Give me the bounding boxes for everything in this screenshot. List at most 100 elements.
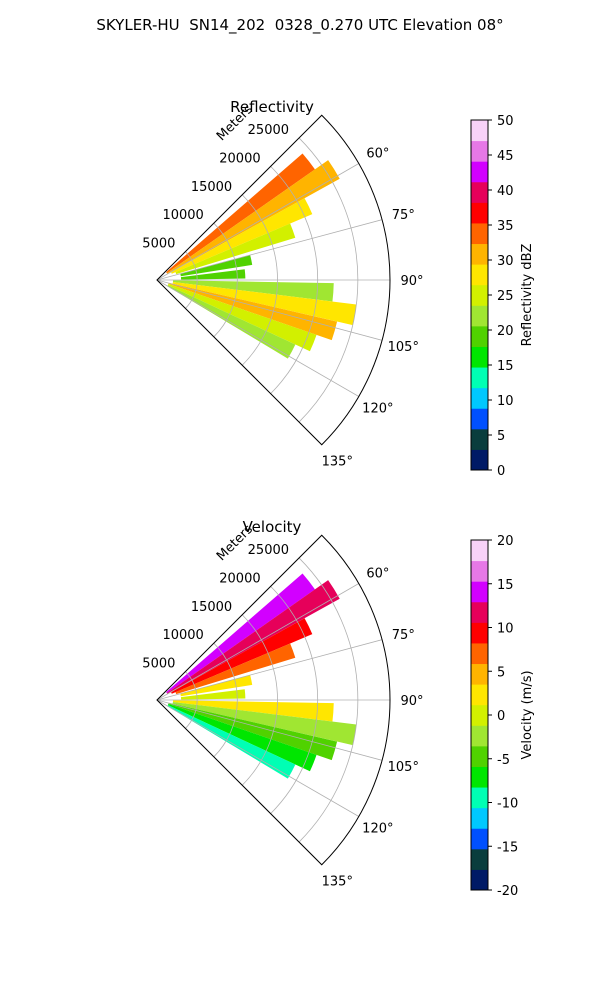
reflectivity-echo-sector [171, 198, 313, 274]
reflectivity-grid-spoke [156, 279, 359, 397]
velocity-colorbar-swatch [471, 766, 488, 788]
velocity-grid-spoke [156, 583, 359, 701]
velocity-colorbar-tick-label: -10 [497, 797, 518, 812]
velocity-colorbar-swatch [471, 787, 488, 809]
velocity-colorbar-swatch [471, 601, 488, 623]
reflectivity-grid-spoke [156, 279, 383, 341]
velocity-colorbar-swatch [471, 745, 488, 767]
velocity-colorbar-swatch [471, 807, 488, 829]
velocity-colorbar-tick-label: 20 [497, 534, 514, 549]
reflectivity-colorbar-tick-label: 20 [497, 324, 514, 339]
reflectivity-colorbar-swatch [471, 284, 488, 306]
velocity-r-tick-label: 20000 [219, 571, 260, 586]
reflectivity-theta-tick-label: 75° [392, 208, 415, 223]
reflectivity-r-tick-label: 25000 [248, 123, 289, 138]
reflectivity-colorbar-tick-label: 45 [497, 149, 514, 164]
reflectivity-frame [156, 114, 391, 446]
velocity-theta-tick-label: 105° [388, 760, 419, 775]
velocity-colorbar-swatch [471, 869, 488, 891]
velocity-theta-tick-label: 90° [400, 694, 423, 709]
velocity-colorbar-tick-label: -5 [497, 753, 510, 768]
velocity-echo-sector [172, 701, 357, 746]
reflectivity-echo-layer [166, 153, 357, 359]
reflectivity-echo-sector [168, 282, 338, 341]
reflectivity-echo-sector [166, 153, 315, 274]
reflectivity-colorbar-tick-label: 10 [497, 394, 514, 409]
velocity-colorbar-swatch [471, 540, 488, 562]
reflectivity-colorbar-swatch [471, 140, 488, 162]
velocity-echo-sector [168, 702, 338, 761]
velocity-colorbar-swatch [471, 828, 488, 850]
reflectivity-grid-spoke [156, 219, 383, 281]
reflectivity-colorbar-swatch [471, 161, 488, 183]
reflectivity-echo-sector [166, 160, 340, 275]
velocity-colorbar-swatch [471, 704, 488, 726]
reflectivity-theta-tick-label: 60° [366, 147, 389, 162]
reflectivity-colorbar-tick-label: 30 [497, 254, 514, 269]
velocity-echo-sector [175, 643, 296, 695]
reflectivity-colorbar-tick-label: 35 [497, 219, 514, 234]
velocity-grid-spoke [156, 699, 359, 817]
reflectivity-colorbar-swatch [471, 387, 488, 409]
reflectivity-panel: Reflectivity60°75°90°105°120°135°5000100… [142, 98, 535, 479]
velocity-grid-spoke [156, 699, 383, 761]
velocity-colorbar-swatch [471, 622, 488, 644]
velocity-colorbar-tick-label: 15 [497, 578, 514, 593]
velocity-frame [156, 534, 391, 866]
reflectivity-colorbar-swatch [471, 346, 488, 368]
velocity-grid-spoke [156, 639, 383, 701]
velocity-echo-sector [167, 705, 296, 779]
velocity-theta-tick-label: 60° [366, 567, 389, 582]
velocity-colorbar-swatch [471, 663, 488, 685]
reflectivity-colorbar-swatch [471, 325, 488, 347]
velocity-echo-sector [171, 618, 313, 694]
velocity-colorbar-tick-label: 5 [497, 665, 505, 680]
velocity-echo-layer [166, 573, 357, 779]
velocity-colorbar: -20 -15 -10 -5 0 5 10 15 20 Velocity (m/s) [470, 534, 535, 899]
velocity-r-tick-label: 5000 [142, 657, 175, 672]
reflectivity-colorbar-swatch [471, 367, 488, 389]
velocity-colorbar-tick-label: -20 [497, 884, 518, 899]
reflectivity-theta-tick-label: 90° [400, 274, 423, 289]
reflectivity-grid-spoke [156, 163, 359, 281]
velocity-colorbar-tick-label: 0 [497, 709, 505, 724]
reflectivity-r-tick-label: 10000 [162, 208, 203, 223]
reflectivity-colorbar-tick-label: 25 [497, 289, 514, 304]
reflectivity-r-tick-label: 20000 [219, 151, 260, 166]
reflectivity-colorbar-swatch [471, 449, 488, 471]
velocity-colorbar-swatch [471, 642, 488, 665]
reflectivity-colorbar-swatch [471, 243, 488, 265]
reflectivity-colorbar-tick-label: 40 [497, 184, 514, 199]
velocity-colorbar-swatch [471, 581, 488, 603]
figure-suptitle: SKYLER-HU SN14_202 0328_0.270 UTC Elevat… [96, 16, 504, 34]
velocity-colorbar-tick-label: -15 [497, 840, 518, 855]
reflectivity-colorbar-tick-label: 5 [497, 429, 505, 444]
velocity-panel: Velocity 60° 75° 90° 105° 120° 135° 5000 10000 15… [142, 518, 535, 899]
velocity-echo-sector [166, 580, 340, 695]
reflectivity-echo-sector [167, 283, 317, 352]
reflectivity-colorbar-swatch [471, 305, 488, 327]
reflectivity-theta-tick-label: 135° [322, 454, 353, 469]
velocity-r-tick-label: 25000 [248, 543, 289, 558]
reflectivity-colorbar-swatch [471, 408, 488, 430]
velocity-theta-tick-label: 75° [392, 628, 415, 643]
velocity-r-tick-label: 10000 [162, 628, 203, 643]
velocity-title: Velocity [243, 518, 302, 536]
reflectivity-colorbar-tick-label: 0 [497, 464, 505, 479]
reflectivity-colorbar-tick-label: 15 [497, 359, 514, 374]
reflectivity-echo-sector [180, 255, 253, 277]
velocity-colorbar-swatch [471, 725, 488, 747]
velocity-echo-sector [166, 573, 315, 694]
reflectivity-title: Reflectivity [230, 98, 314, 116]
reflectivity-colorbar-swatch [471, 264, 488, 286]
velocity-r-tick-label: 15000 [191, 600, 232, 615]
reflectivity-colorbar-swatch [471, 222, 488, 245]
reflectivity-theta-tick-label: 120° [362, 402, 393, 417]
reflectivity-r-tick-label: 15000 [191, 180, 232, 195]
reflectivity-colorbar-swatch [471, 428, 488, 450]
velocity-colorbar-label: Velocity (m/s) [520, 670, 535, 759]
velocity-colorbar-swatch [471, 848, 488, 870]
velocity-theta-tick-label: 120° [362, 822, 393, 837]
